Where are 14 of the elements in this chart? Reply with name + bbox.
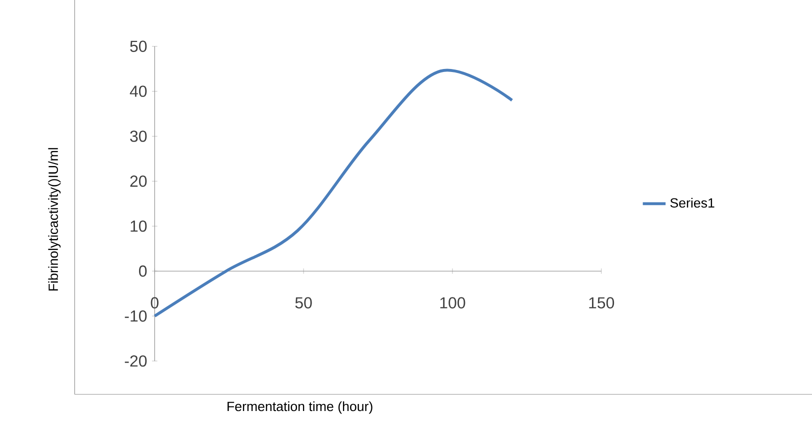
y-tick-label: 30 [130, 130, 147, 142]
y-tick-label: 40 [130, 86, 147, 97]
y-tick-label: -20 [124, 355, 147, 367]
x-tick-label: 50 [295, 297, 312, 308]
x-tick-label: 100 [440, 297, 466, 308]
y-tick-label: 10 [130, 220, 147, 232]
y-axis-title: Fibrinolyticactivity()IU/ml [48, 148, 61, 291]
y-tick-label: 20 [130, 176, 147, 187]
legend-label: Series1 [670, 198, 714, 208]
y-tick-label: 0 [139, 265, 147, 277]
x-tick-label: 150 [589, 297, 614, 308]
x-axis-title: Fermentation time (hour) [228, 401, 372, 414]
y-tick-label: 50 [130, 40, 147, 52]
y-tick-label: -10 [124, 310, 147, 322]
